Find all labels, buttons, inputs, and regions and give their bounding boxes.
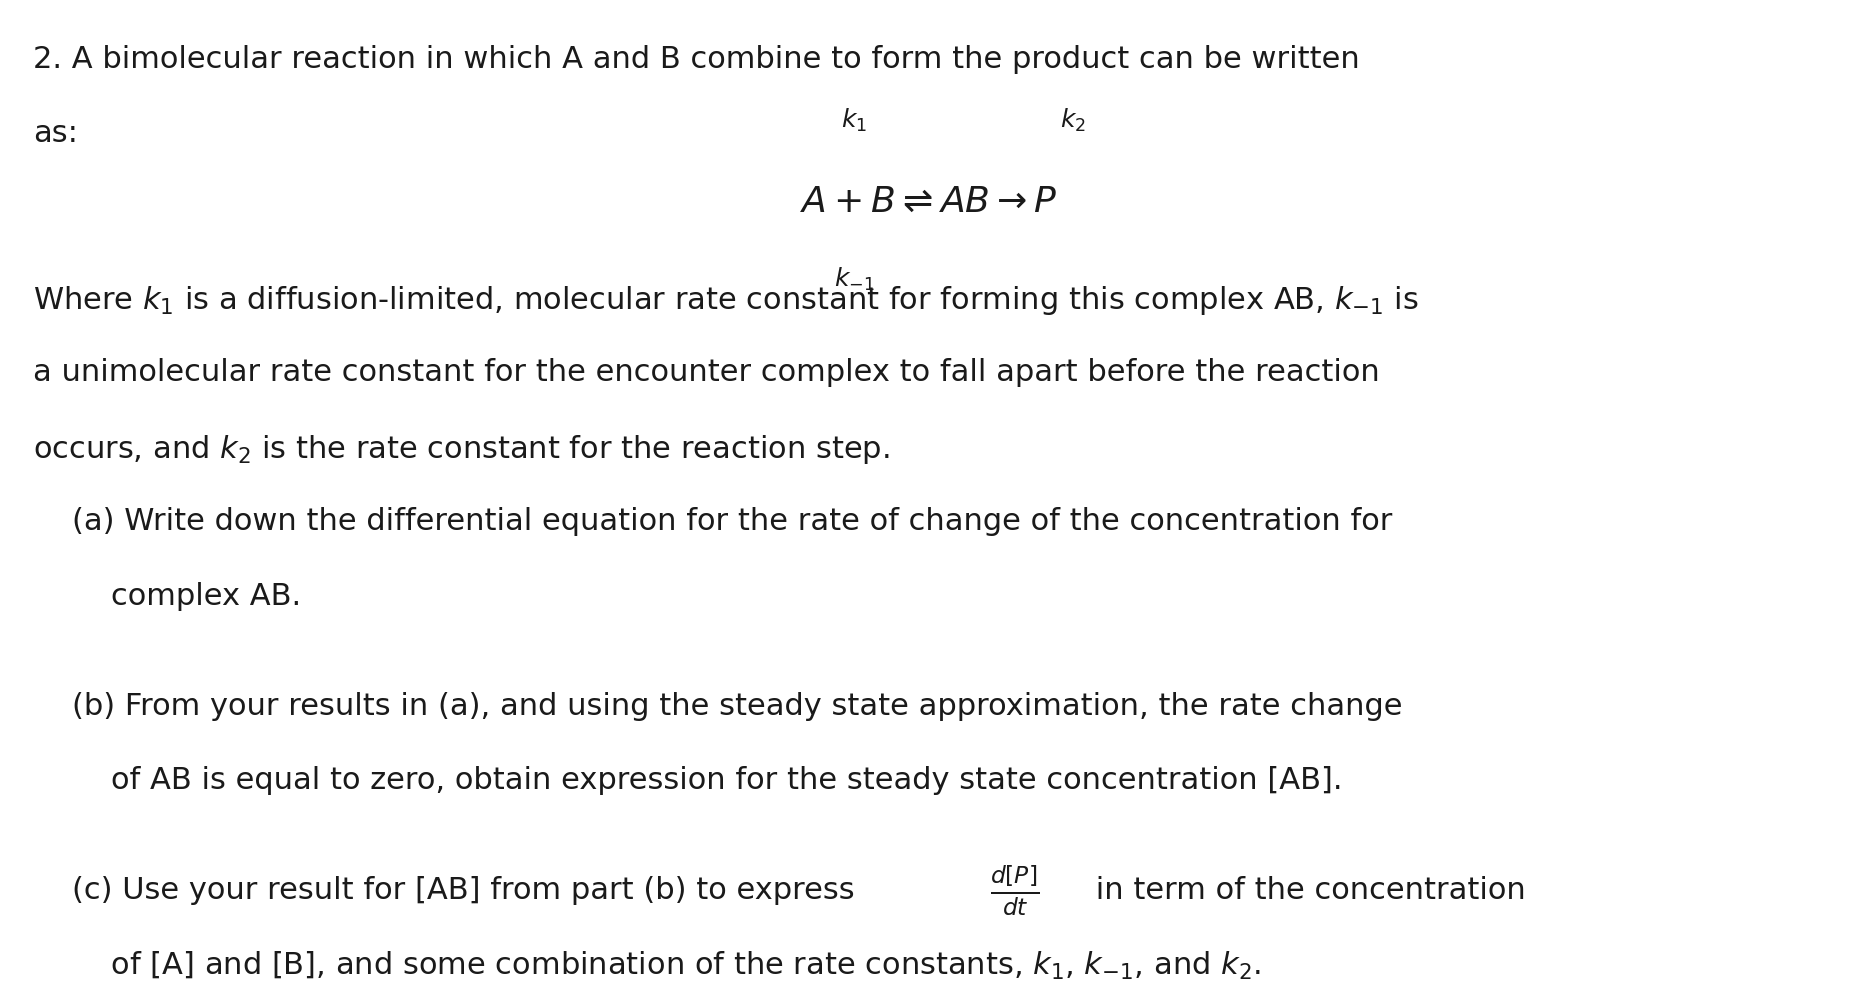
Text: $A + B \rightleftharpoons AB \rightarrow P$: $A + B \rightleftharpoons AB \rightarrow…	[800, 184, 1057, 219]
Text: as:: as:	[33, 119, 78, 148]
Text: of [A] and [B], and some combination of the rate constants, $k_1$, $k_{-1}$, and: of [A] and [B], and some combination of …	[33, 949, 1261, 981]
Text: (a) Write down the differential equation for the rate of change of the concentra: (a) Write down the differential equation…	[33, 507, 1393, 536]
Text: 2. A bimolecular reaction in which A and B combine to form the product can be wr: 2. A bimolecular reaction in which A and…	[33, 45, 1359, 74]
Text: in term of the concentration: in term of the concentration	[1086, 875, 1526, 904]
Text: $\frac{d[P]}{dt}$: $\frac{d[P]}{dt}$	[990, 863, 1038, 917]
Text: $k_2$: $k_2$	[1060, 106, 1086, 134]
Text: (b) From your results in (a), and using the steady state approximation, the rate: (b) From your results in (a), and using …	[33, 691, 1402, 720]
Text: $k_{-1}$: $k_{-1}$	[834, 266, 875, 293]
Text: occurs, and $k_2$ is the rate constant for the reaction step.: occurs, and $k_2$ is the rate constant f…	[33, 432, 890, 465]
Text: Where $k_1$ is a diffusion-limited, molecular rate constant for forming this com: Where $k_1$ is a diffusion-limited, mole…	[33, 283, 1419, 316]
Text: $k_1$: $k_1$	[841, 106, 867, 134]
Text: (c) Use your result for [AB] from part (b) to express: (c) Use your result for [AB] from part (…	[33, 875, 865, 904]
Text: complex AB.: complex AB.	[33, 581, 301, 610]
Text: of AB is equal to zero, obtain expression for the steady state concentration [AB: of AB is equal to zero, obtain expressio…	[33, 765, 1343, 794]
Text: a unimolecular rate constant for the encounter complex to fall apart before the : a unimolecular rate constant for the enc…	[33, 358, 1380, 387]
